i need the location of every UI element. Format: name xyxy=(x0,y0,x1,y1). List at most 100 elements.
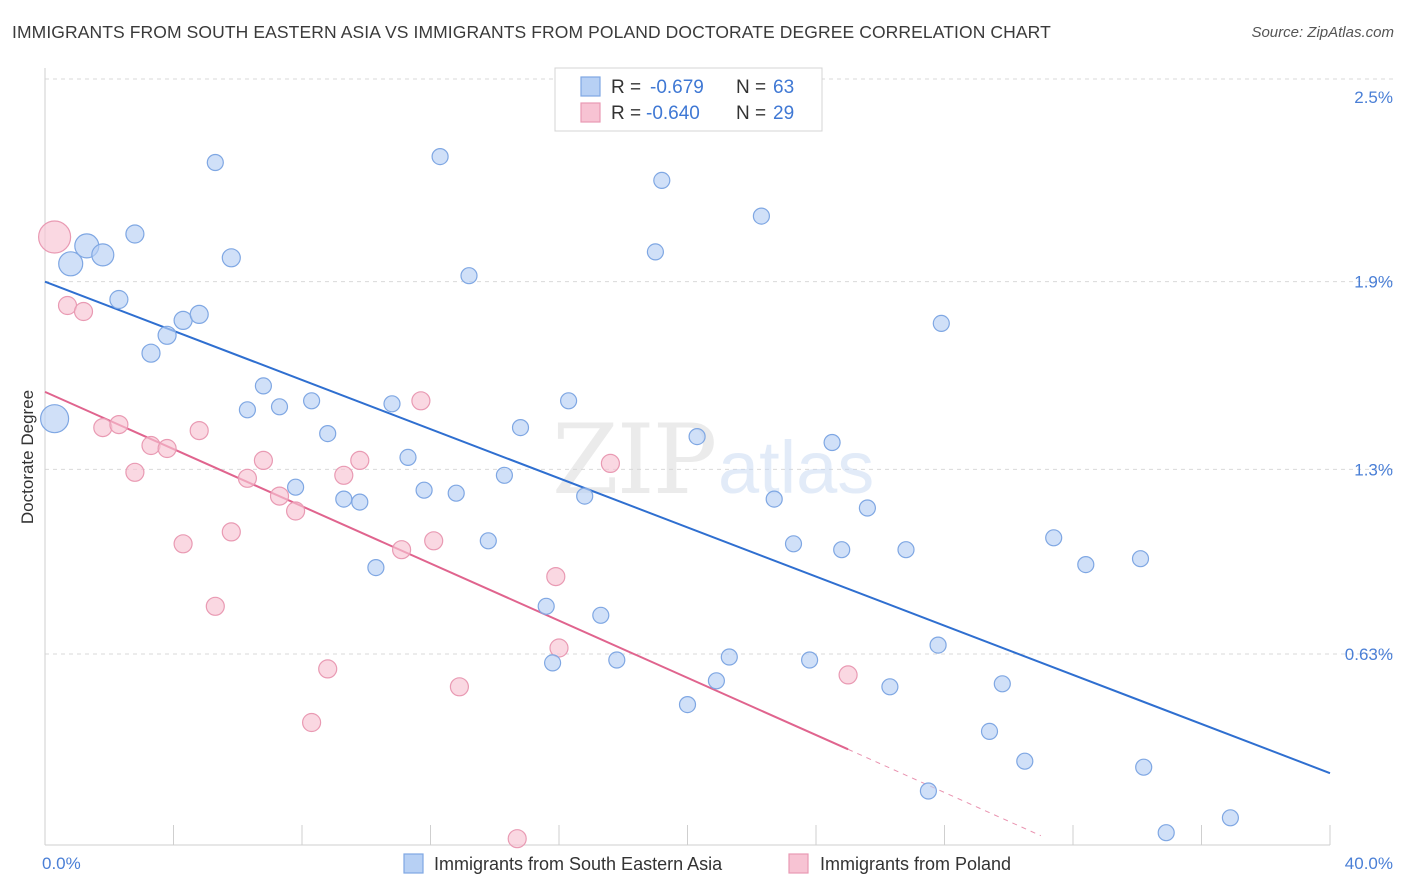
point-poland xyxy=(546,566,566,587)
point-south-eastern-asia xyxy=(800,651,819,669)
legend-r-label-blue: R = xyxy=(611,77,641,98)
point-poland xyxy=(157,438,177,459)
legend-swatch-blue xyxy=(580,76,601,97)
y-tick-label: 0.63% xyxy=(1345,645,1393,664)
watermark: ZIP atlas xyxy=(552,404,874,516)
point-south-eastern-asia xyxy=(1221,809,1240,827)
point-south-eastern-asia xyxy=(932,314,950,332)
point-south-eastern-asia xyxy=(559,392,578,410)
point-south-eastern-asia xyxy=(919,782,938,800)
point-poland xyxy=(269,486,290,506)
point-south-eastern-asia xyxy=(608,651,626,669)
legend-swatch-pink xyxy=(580,102,601,123)
point-poland xyxy=(93,418,113,438)
point-poland xyxy=(253,450,273,470)
point-south-eastern-asia xyxy=(784,535,803,553)
point-south-eastern-asia xyxy=(720,648,738,666)
point-south-eastern-asia xyxy=(431,148,449,166)
y-axis-label: Doctorate Degree xyxy=(18,390,37,524)
watermark-zip: ZIP xyxy=(552,404,715,516)
point-south-eastern-asia xyxy=(765,490,783,508)
point-south-eastern-asia xyxy=(1045,529,1063,547)
point-south-eastern-asia xyxy=(303,392,321,410)
point-south-eastern-asia xyxy=(678,695,697,714)
point-south-eastern-asia xyxy=(833,541,851,559)
point-poland xyxy=(73,301,94,322)
point-south-eastern-asia xyxy=(141,343,161,363)
point-poland xyxy=(173,534,193,554)
point-south-eastern-asia xyxy=(1131,550,1150,568)
point-south-eastern-asia xyxy=(383,395,401,413)
point-south-eastern-asia xyxy=(993,675,1011,693)
point-poland xyxy=(57,295,78,316)
point-south-eastern-asia xyxy=(319,425,337,443)
point-poland xyxy=(334,465,354,485)
point-south-eastern-asia xyxy=(109,289,129,310)
series-legend-label-blue: Immigrants from South Eastern Asia xyxy=(434,854,723,874)
point-poland xyxy=(350,450,370,470)
point-south-eastern-asia xyxy=(1077,555,1095,574)
point-poland xyxy=(302,712,322,733)
x-tick-label: 40.0% xyxy=(1345,854,1393,873)
point-south-eastern-asia xyxy=(1135,758,1153,776)
scatter-points xyxy=(37,148,1240,849)
trend-line-south-eastern-asia xyxy=(44,280,1331,775)
point-poland xyxy=(37,220,72,254)
point-south-eastern-asia xyxy=(823,433,841,452)
series-legend: Immigrants from South Eastern Asia Immig… xyxy=(403,853,1011,874)
point-poland xyxy=(205,596,225,616)
y-tick-label: 2.5% xyxy=(1354,88,1393,107)
point-south-eastern-asia xyxy=(58,251,84,277)
point-south-eastern-asia xyxy=(576,487,594,505)
point-poland xyxy=(286,501,306,521)
point-poland xyxy=(392,540,412,560)
point-poland xyxy=(189,421,209,441)
point-poland xyxy=(125,462,145,482)
axes xyxy=(44,68,1330,846)
point-south-eastern-asia xyxy=(206,153,224,172)
point-poland xyxy=(109,415,129,435)
point-south-eastern-asia xyxy=(929,636,947,654)
point-south-eastern-asia xyxy=(543,654,562,672)
point-poland xyxy=(424,531,444,551)
point-south-eastern-asia xyxy=(173,310,193,330)
stats-legend: R = -0.679 N = 63 R = -0.640 N = 29 xyxy=(554,67,823,132)
point-south-eastern-asia xyxy=(91,243,115,267)
point-south-eastern-asia xyxy=(897,541,915,559)
series-legend-swatch-pink xyxy=(788,853,809,874)
legend-r-label-pink: R = xyxy=(611,103,641,124)
trend-lines xyxy=(44,280,1331,837)
point-south-eastern-asia xyxy=(495,466,513,484)
point-poland xyxy=(549,638,569,658)
point-south-eastern-asia xyxy=(287,478,305,496)
point-south-eastern-asia xyxy=(1157,824,1175,842)
point-south-eastern-asia xyxy=(125,224,145,244)
point-south-eastern-asia xyxy=(39,404,70,434)
point-south-eastern-asia xyxy=(415,481,433,499)
legend-r-value-pink: -0.640 xyxy=(646,103,700,124)
legend-n-value-blue: 63 xyxy=(773,77,794,98)
point-poland xyxy=(449,677,469,697)
point-south-eastern-asia xyxy=(460,267,478,285)
point-south-eastern-asia xyxy=(189,304,209,324)
tick-labels: 2.5% 1.9% 1.3% 0.63% 0.0% 40.0% xyxy=(42,88,1393,873)
x-tick-label: 0.0% xyxy=(42,854,81,873)
point-poland xyxy=(221,522,241,542)
point-south-eastern-asia xyxy=(537,597,555,615)
series-legend-label-pink: Immigrants from Poland xyxy=(820,854,1011,874)
legend-n-label-pink: N = xyxy=(736,103,766,124)
y-tick-label: 1.9% xyxy=(1354,273,1393,292)
point-south-eastern-asia xyxy=(646,243,665,261)
y-tick-label: 1.3% xyxy=(1354,460,1393,479)
point-south-eastern-asia xyxy=(707,672,726,690)
point-poland xyxy=(237,468,257,488)
point-poland xyxy=(411,391,431,411)
point-south-eastern-asia xyxy=(238,401,256,419)
point-poland xyxy=(318,659,338,679)
point-south-eastern-asia xyxy=(221,248,241,268)
point-poland xyxy=(141,435,161,456)
point-south-eastern-asia xyxy=(881,678,899,696)
point-south-eastern-asia xyxy=(335,490,353,508)
point-south-eastern-asia xyxy=(270,398,289,416)
